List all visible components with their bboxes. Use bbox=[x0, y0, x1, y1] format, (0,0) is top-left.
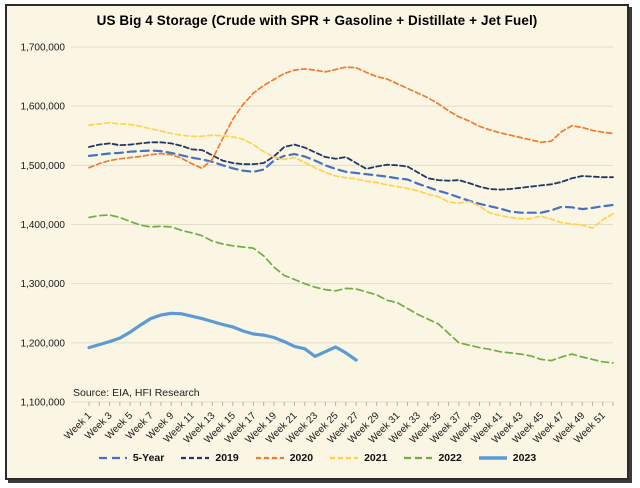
legend-label-2020: 2020 bbox=[289, 452, 314, 464]
y-axis-tick-label: 1,600,000 bbox=[21, 102, 66, 113]
source-note: Source: EIA, HFI Research bbox=[73, 387, 200, 399]
legend-swatch-2020 bbox=[255, 456, 284, 460]
series-line-2020 bbox=[88, 66, 614, 170]
legend-label-2021: 2021 bbox=[364, 452, 388, 464]
series-line-5-year bbox=[87, 149, 615, 214]
y-axis-tick-label: 1,200,000 bbox=[21, 338, 66, 349]
legend-label-2022: 2022 bbox=[438, 452, 462, 464]
y-axis-tick-label: 1,400,000 bbox=[21, 220, 66, 231]
y-axis-tick-label: 1,700,000 bbox=[21, 43, 66, 54]
legend-item-2021: 2021 bbox=[329, 452, 387, 464]
chart-legend: 5-Year 2019 2020 2021 2022 2023 bbox=[7, 445, 627, 471]
legend-item-5-year: 5-Year bbox=[98, 452, 165, 464]
series-line-2022 bbox=[88, 214, 614, 364]
legend-swatch-2019 bbox=[181, 456, 210, 460]
legend-item-2022: 2022 bbox=[403, 452, 462, 464]
legend-label-5-year: 5-Year bbox=[132, 452, 165, 464]
legend-swatch-2021 bbox=[330, 456, 359, 460]
y-axis-tick-label: 1,500,000 bbox=[21, 161, 66, 172]
legend-swatch-2022 bbox=[404, 456, 433, 460]
legend-item-2019: 2019 bbox=[180, 452, 239, 464]
y-axis-tick-label: 1,100,000 bbox=[21, 398, 66, 409]
legend-swatch-5-year bbox=[98, 456, 127, 460]
series-line-2019 bbox=[88, 141, 614, 191]
y-axis-tick-label: 1,300,000 bbox=[21, 279, 66, 290]
legend-label-2023: 2023 bbox=[512, 452, 537, 464]
series-line-2023 bbox=[87, 311, 358, 362]
legend-label-2019: 2019 bbox=[215, 452, 239, 464]
legend-item-2020: 2020 bbox=[255, 452, 313, 464]
chart-window: US Big 4 Storage (Crude with SPR + Gasol… bbox=[5, 4, 629, 480]
chart-plot-area: 1,700,000 1,600,000 1,500,000 1,400,000 1,30… bbox=[21, 43, 615, 446]
series-line-2021 bbox=[88, 121, 614, 229]
chart-title: US Big 4 Storage (Crude with SPR + Gasol… bbox=[96, 13, 538, 28]
legend-swatch-2023 bbox=[478, 456, 507, 460]
legend-item-2023: 2023 bbox=[478, 452, 536, 464]
